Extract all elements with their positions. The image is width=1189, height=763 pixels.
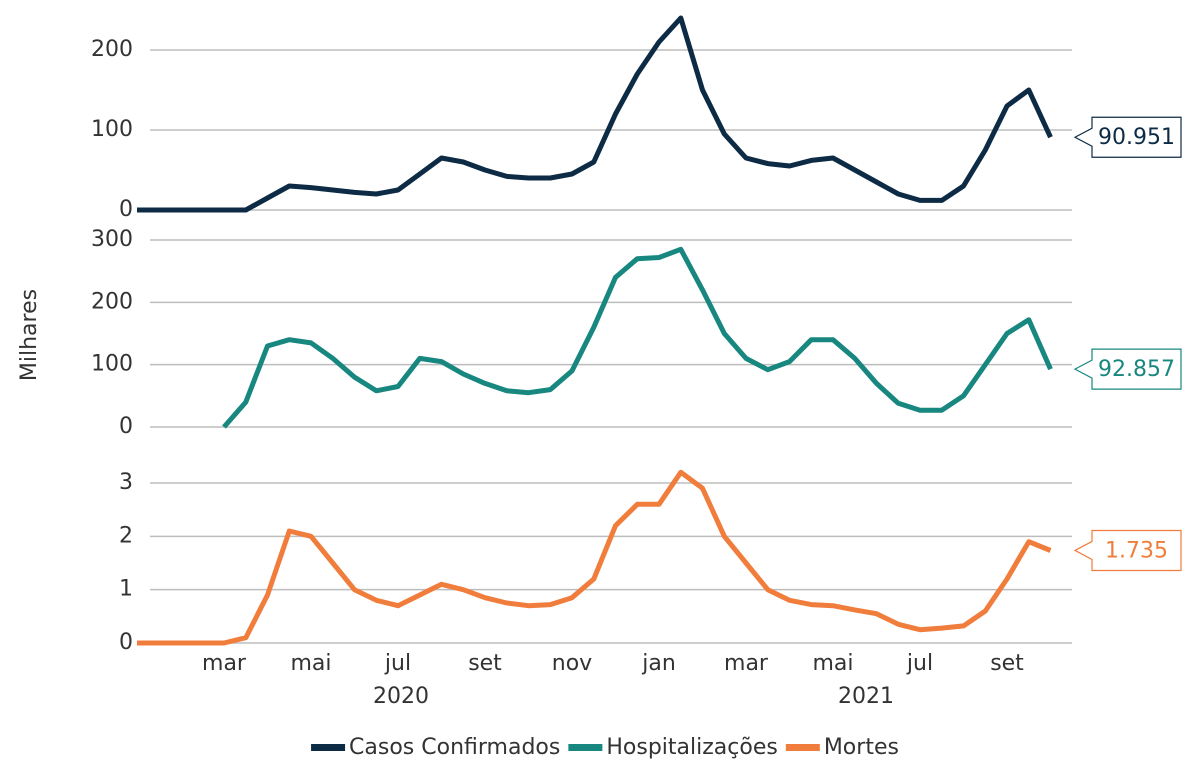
callout-box xyxy=(1073,116,1182,158)
legend-swatch xyxy=(568,744,603,751)
legend-label: Mortes xyxy=(824,735,899,760)
callout-label: 90.951 xyxy=(1098,125,1175,150)
y-tick-label: 0 xyxy=(119,197,133,222)
x-tick-label: jan xyxy=(641,651,676,676)
year-label: 2020 xyxy=(373,684,429,709)
x-tick-label: jul xyxy=(384,651,411,676)
x-tick-label: mar xyxy=(724,651,769,676)
y-tick-label: 300 xyxy=(91,227,133,252)
x-tick-label: nov xyxy=(552,651,592,676)
y-tick-label: 0 xyxy=(119,630,133,655)
series-line xyxy=(137,15,1053,213)
legend-swatch xyxy=(785,744,820,751)
series-line xyxy=(222,246,1053,429)
callout-label: 92.857 xyxy=(1098,357,1175,382)
x-tick-label: mai xyxy=(812,651,853,676)
x-tick-label: mai xyxy=(290,651,331,676)
y-tick-label: 200 xyxy=(91,289,133,314)
series-line xyxy=(137,469,1052,646)
x-tick-label: mar xyxy=(202,651,247,676)
callout-label: 1.735 xyxy=(1105,538,1168,563)
y-tick-label: 3 xyxy=(119,470,133,495)
y-tick-label: 100 xyxy=(91,117,133,142)
x-tick-label: set xyxy=(468,651,502,676)
y-axis-label: Milhares xyxy=(17,289,42,381)
y-tick-label: 0 xyxy=(119,414,133,439)
x-tick-label: set xyxy=(990,651,1024,676)
callout-box xyxy=(1073,348,1182,390)
legend-label: Hospitalizações xyxy=(606,735,777,760)
callout-box xyxy=(1073,529,1182,572)
y-tick-label: 100 xyxy=(91,352,133,377)
legend-swatch xyxy=(311,744,346,751)
y-tick-label: 1 xyxy=(119,577,133,602)
y-tick-label: 2 xyxy=(119,523,133,548)
x-tick-label: jul xyxy=(906,651,933,676)
legend-label: Casos Confirmados xyxy=(349,735,560,760)
year-label: 2021 xyxy=(838,684,894,709)
y-tick-label: 200 xyxy=(91,37,133,62)
